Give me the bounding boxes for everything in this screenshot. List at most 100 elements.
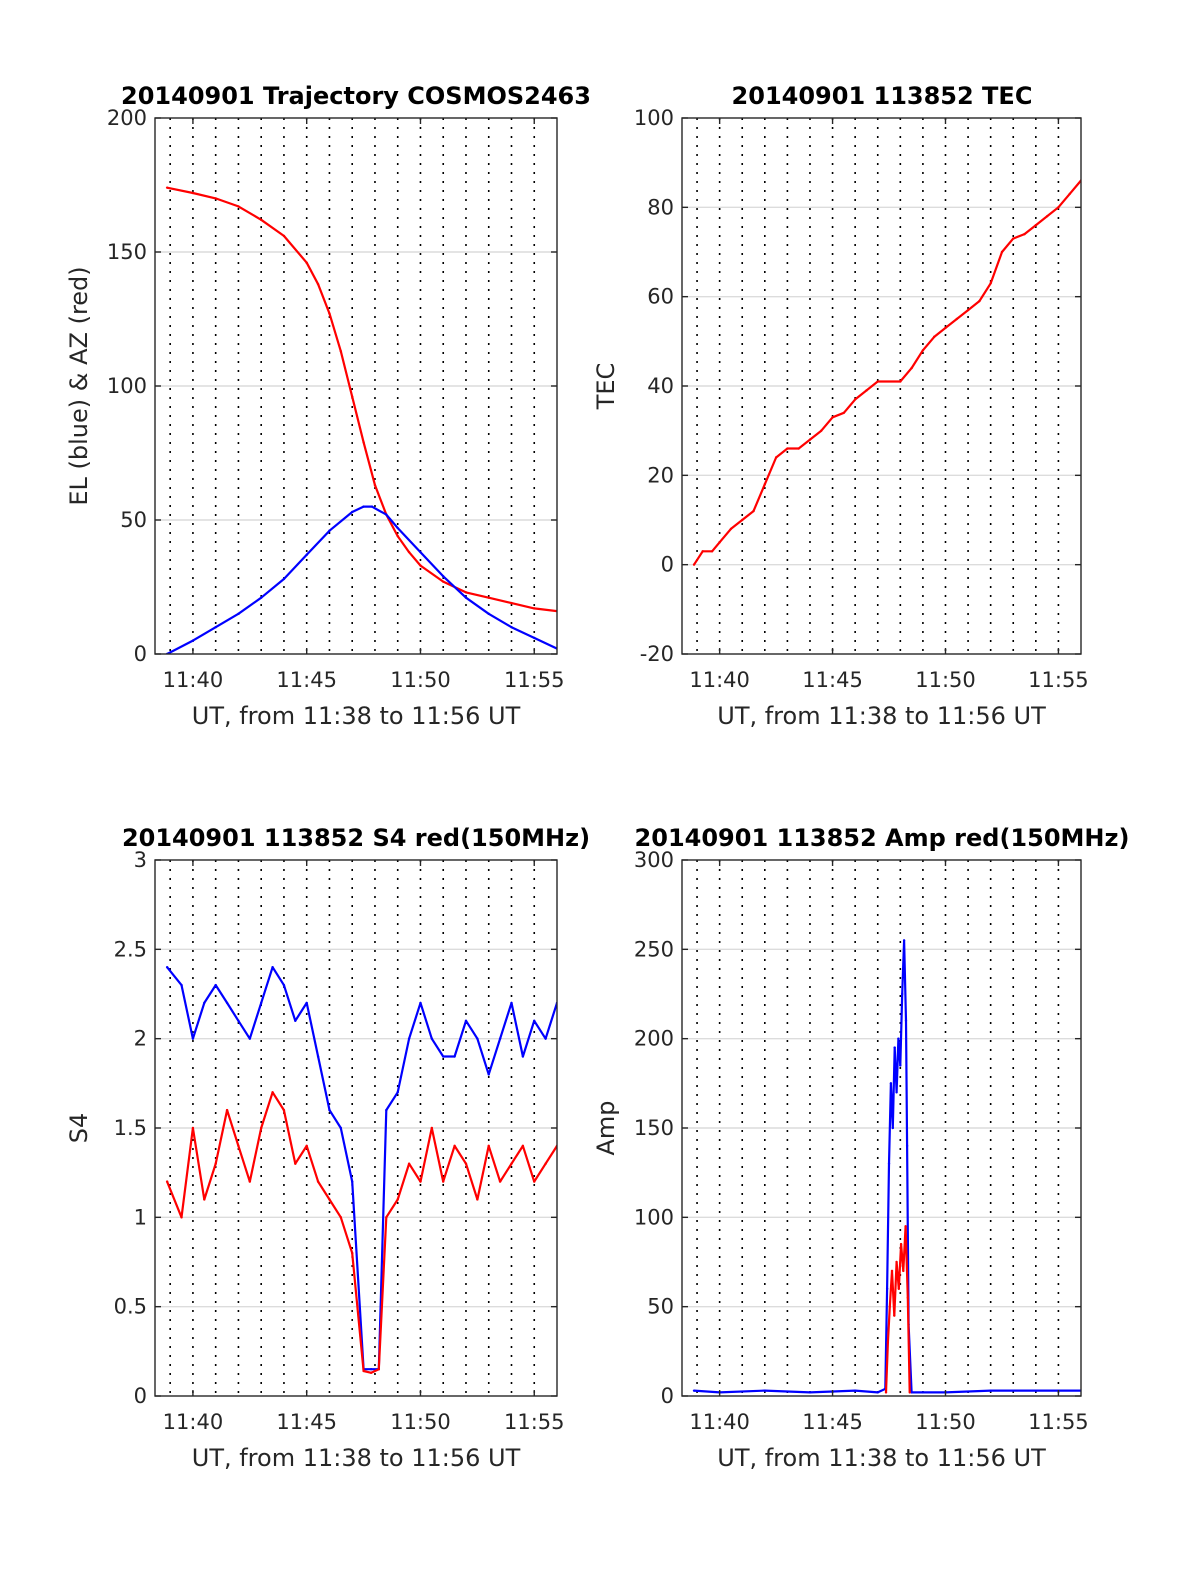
data-point bbox=[893, 1046, 896, 1049]
series-line-1 bbox=[884, 1225, 911, 1393]
data-point bbox=[328, 1198, 331, 1201]
data-point bbox=[328, 1108, 331, 1112]
data-point bbox=[763, 1389, 767, 1392]
chart-title: 20140901 113852 S4 red(150MHz) bbox=[122, 824, 590, 852]
y-tick-label: 1.5 bbox=[114, 1116, 147, 1140]
data-point bbox=[464, 596, 468, 599]
data-point bbox=[214, 197, 217, 200]
data-point bbox=[214, 1162, 217, 1165]
x-axis-label: UT, from 11:38 to 11:56 UT bbox=[192, 702, 521, 730]
data-point bbox=[419, 550, 422, 554]
data-point bbox=[464, 1162, 468, 1165]
data-point bbox=[225, 1108, 229, 1112]
x-axis-label: UT, from 11:38 to 11:56 UT bbox=[717, 1444, 1046, 1472]
data-point bbox=[248, 1037, 252, 1040]
series-group bbox=[692, 939, 1081, 1394]
data-point bbox=[544, 1037, 547, 1040]
data-point bbox=[901, 992, 904, 996]
data-point bbox=[905, 1144, 909, 1148]
data-point bbox=[453, 1144, 456, 1148]
x-tick-label: 11:40 bbox=[163, 668, 224, 692]
y-tick-label: 2.5 bbox=[114, 937, 147, 961]
data-point bbox=[955, 317, 958, 321]
data-point bbox=[316, 282, 320, 286]
data-point bbox=[464, 1019, 468, 1022]
x-tick-label: 11:55 bbox=[1028, 1410, 1089, 1434]
chart-title: 20140901 113852 Amp red(150MHz) bbox=[635, 824, 1130, 852]
y-tick-label: 3 bbox=[134, 848, 147, 872]
data-point bbox=[510, 601, 513, 605]
data-point bbox=[407, 1162, 411, 1165]
x-tick-label: 11:40 bbox=[163, 1410, 224, 1434]
data-point bbox=[1023, 232, 1026, 236]
data-point bbox=[165, 966, 169, 969]
data-point bbox=[259, 596, 263, 599]
data-point bbox=[282, 234, 286, 238]
data-point bbox=[407, 550, 411, 554]
data-point bbox=[214, 626, 217, 629]
data-point bbox=[910, 1391, 913, 1394]
data-point bbox=[180, 1216, 183, 1219]
y-tick-label: 100 bbox=[634, 106, 674, 130]
data-point bbox=[282, 1108, 286, 1112]
data-point bbox=[729, 527, 733, 531]
s4-chart: 0 0.5 1 1.5 2 2.5 3 11:40 11:45 11:50 11:55 2014090… bbox=[65, 824, 590, 1472]
data-point bbox=[362, 441, 365, 444]
data-point bbox=[876, 380, 879, 383]
y-tick-label: 2 bbox=[134, 1027, 147, 1051]
data-point bbox=[498, 1037, 502, 1040]
data-point bbox=[237, 612, 240, 615]
x-tick-label: 11:55 bbox=[504, 1410, 565, 1434]
series-line-0 bbox=[693, 939, 1081, 1394]
data-point bbox=[692, 1389, 696, 1392]
data-point bbox=[442, 575, 445, 578]
y-axis-label: TEC bbox=[592, 363, 620, 411]
data-point bbox=[1068, 192, 1071, 196]
data-point bbox=[752, 509, 755, 513]
data-point bbox=[191, 1126, 195, 1130]
data-point bbox=[904, 1019, 908, 1022]
data-point bbox=[1034, 1389, 1038, 1392]
data-point bbox=[385, 1108, 388, 1112]
series-group bbox=[165, 966, 557, 1374]
y-tick-label: 0.5 bbox=[114, 1295, 147, 1319]
data-point bbox=[891, 1126, 894, 1130]
data-point bbox=[853, 398, 857, 401]
data-point bbox=[710, 550, 714, 553]
data-point bbox=[889, 1082, 893, 1085]
x-tick-label: 11:45 bbox=[276, 668, 337, 692]
data-point bbox=[419, 1001, 422, 1005]
data-point bbox=[237, 1144, 240, 1148]
data-point bbox=[203, 1198, 206, 1201]
data-point bbox=[191, 191, 195, 195]
x-tick-label: 11:45 bbox=[802, 1410, 863, 1434]
data-point bbox=[831, 416, 834, 419]
data-point bbox=[895, 1260, 898, 1264]
series-group bbox=[692, 179, 1081, 566]
data-point bbox=[203, 1001, 206, 1005]
y-tick-label: 50 bbox=[647, 1295, 674, 1319]
data-point bbox=[808, 438, 812, 441]
data-point bbox=[407, 1037, 411, 1040]
data-point bbox=[533, 636, 536, 640]
x-axis-label: UT, from 11:38 to 11:56 UT bbox=[717, 702, 1046, 730]
y-tick-label: 80 bbox=[647, 195, 674, 219]
data-point bbox=[369, 1368, 373, 1371]
data-point bbox=[339, 1126, 343, 1130]
data-point bbox=[510, 1162, 513, 1165]
y-tick-label: 0 bbox=[661, 553, 674, 577]
data-point bbox=[377, 1368, 380, 1371]
data-point bbox=[989, 1389, 992, 1392]
data-point bbox=[797, 447, 800, 450]
data-point bbox=[774, 456, 778, 459]
data-point bbox=[248, 1180, 252, 1183]
trajectory-chart: 0 50 100 150 200 11:40 11:45 11:50 11:55 20140901… bbox=[65, 82, 591, 730]
x-tick-label: 11:40 bbox=[689, 668, 750, 692]
y-tick-label: 300 bbox=[634, 848, 674, 872]
data-point bbox=[385, 1216, 388, 1219]
data-point bbox=[316, 1055, 320, 1058]
series-line-1 bbox=[166, 505, 557, 654]
data-point bbox=[899, 380, 902, 383]
data-point bbox=[282, 577, 286, 581]
